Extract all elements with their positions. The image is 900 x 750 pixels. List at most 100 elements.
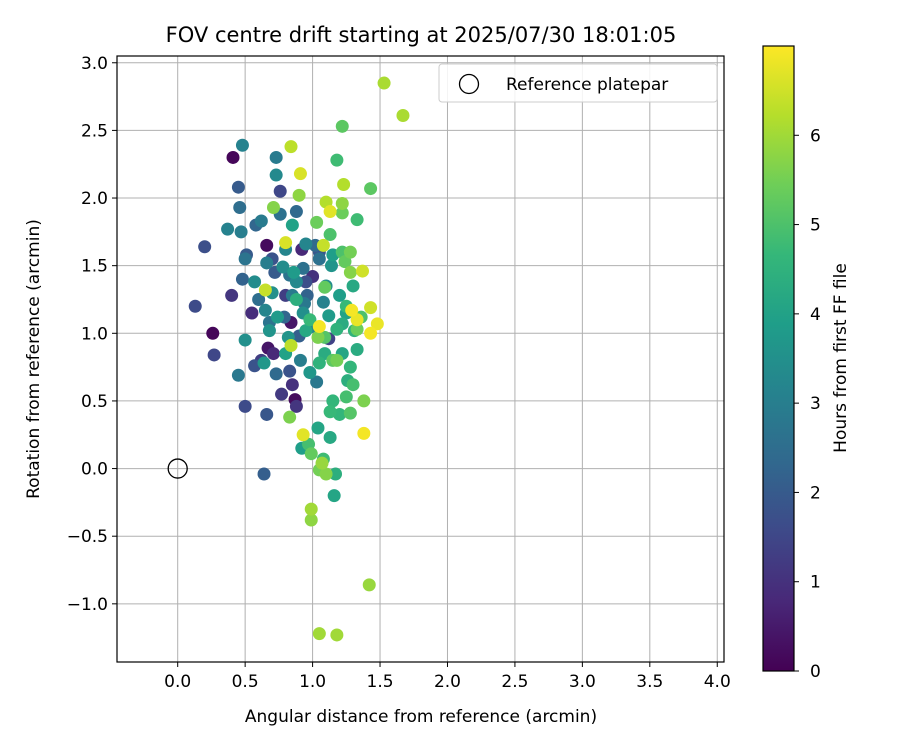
data-point [323,430,337,444]
data-point [355,264,369,278]
data-point [350,322,364,336]
y-tick-label: 2.0 [81,189,108,209]
x-tick-label: 0.0 [164,672,191,692]
x-tick-label: 0.5 [232,672,259,692]
data-point [330,353,344,367]
data-point [231,180,245,194]
data-point [329,467,343,481]
data-point [269,150,283,164]
data-point [318,280,332,294]
data-point [303,313,317,327]
data-point [343,245,357,259]
data-point [257,356,271,370]
data-point [335,206,349,220]
points-layer [167,76,410,642]
data-point [346,378,360,392]
data-point [266,347,280,361]
colorbar-tick-label: 4 [810,305,821,325]
data-point [299,324,313,338]
y-tick-label: 1.0 [81,324,108,344]
data-point [260,238,274,252]
data-point [362,578,376,592]
data-point [188,299,202,313]
data-point [324,259,338,273]
data-point [283,364,297,378]
colorbar-label: Hours from first FF file [831,263,851,453]
data-point [271,310,285,324]
data-point [311,330,325,344]
x-tick-label: 3.5 [636,672,663,692]
data-point [312,356,326,370]
data-point [254,214,268,228]
data-point [231,368,245,382]
y-tick-label: 0.0 [81,460,108,480]
x-tick-label: 4.0 [704,672,731,692]
colorbar-tick-label: 3 [810,394,821,414]
y-axis: −1.0 −0.5 0.0 0.5 1.0 1.5 2.0 2.5 3.0 [67,54,117,615]
data-point [252,292,266,306]
data-point [260,256,274,270]
data-point [377,76,391,90]
data-point [333,288,347,302]
data-point [396,109,410,123]
data-point [292,188,306,202]
data-point [257,467,271,481]
data-point [350,213,364,227]
y-tick-label: −1.0 [67,595,108,615]
data-point [316,295,330,309]
data-point [293,167,307,181]
data-point [245,306,259,320]
data-point [364,301,378,315]
data-point [315,456,329,470]
data-point [269,168,283,182]
data-point [289,205,303,219]
data-point [343,406,357,420]
data-point [323,405,337,419]
data-point [275,387,289,401]
data-point [312,320,326,334]
data-point [276,260,290,274]
data-point [285,378,299,392]
x-tick-label: 2.5 [501,672,528,692]
y-tick-label: 3.0 [81,54,108,74]
data-point [346,279,360,293]
data-point [335,196,349,210]
data-point [258,283,272,297]
data-point [269,367,283,381]
data-point [235,272,249,286]
plot-frame [116,55,725,663]
data-point [207,348,221,362]
data-point [293,353,307,367]
data-point [326,394,340,408]
data-point [343,360,357,374]
data-point [319,467,333,481]
data-point [238,399,252,413]
data-point [296,428,310,442]
data-point [304,502,318,516]
colorbar-tick-label: 5 [810,216,821,236]
y-tick-label: 2.5 [81,121,108,141]
data-point [310,375,324,389]
data-point [335,119,349,133]
data-point [370,317,384,331]
data-point [233,201,247,214]
data-point [283,410,297,424]
data-point [284,338,298,352]
data-point [364,182,378,196]
colorbar-tick-label: 0 [810,662,821,682]
legend-box [438,63,718,103]
data-point [310,215,324,229]
chart-title: FOV centre drift starting at 2025/07/30 … [166,23,677,47]
data-point [299,275,313,289]
data-point [289,292,303,306]
data-point [235,138,249,152]
y-tick-label: 1.5 [81,257,108,277]
data-point [311,421,325,435]
x-axis-label: Angular distance from reference (arcmin) [245,707,597,727]
y-tick-label: 0.5 [81,392,108,412]
colorbar-tick-label: 1 [810,573,821,593]
data-point [225,288,239,302]
data-point [312,252,326,266]
colorbar-ticks: 0 1 2 3 4 5 6 [794,126,821,682]
